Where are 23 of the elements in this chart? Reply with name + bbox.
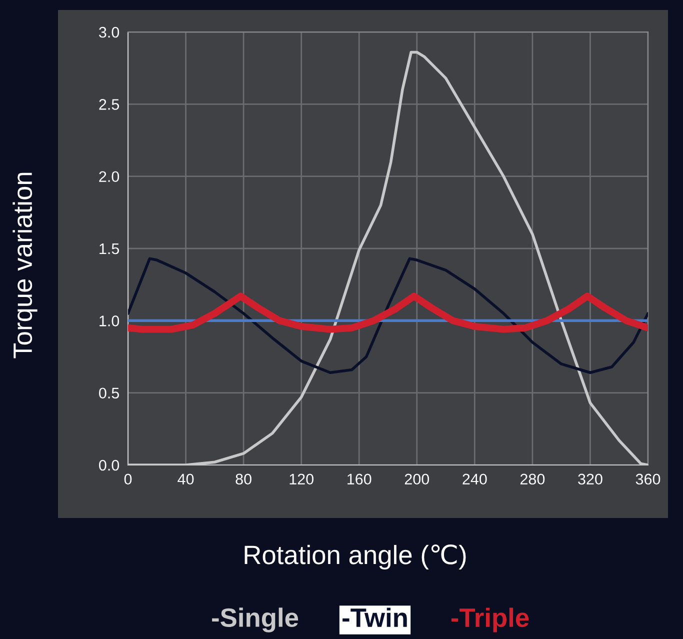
x-tick-label: 360 [636, 474, 660, 485]
y-tick-label: 2.0 [99, 171, 120, 182]
line-series [128, 257, 648, 374]
x-tick-label: 280 [520, 474, 545, 485]
text: -Single [212, 608, 298, 632]
y-tick-label: 1.5 [100, 244, 120, 254]
y-tick-label: 3.0 [99, 26, 120, 38]
x-tick-label: 200 [404, 474, 430, 485]
x-tick-label: 120 [290, 474, 314, 485]
y-tick-label: 2.5 [99, 99, 120, 110]
y-tick-label: 0.5 [99, 388, 120, 399]
x-tick-label: 160 [348, 474, 372, 485]
x-axis-title: Rotation angle (℃) [244, 544, 466, 570]
x-tick-label: 320 [578, 474, 602, 485]
text: -Twin [342, 608, 407, 627]
y-tick-label: 0.0 [99, 460, 120, 471]
x-tick-label: 0 [124, 474, 132, 485]
x-tick-label: 240 [462, 474, 487, 485]
x-tick-label: 40 [178, 474, 194, 485]
y-axis-title: Torque variation [12, 172, 38, 358]
text: -Triple [451, 608, 529, 632]
x-tick-label: 80 [236, 474, 252, 485]
y-tick-label: 1.0 [100, 316, 120, 326]
